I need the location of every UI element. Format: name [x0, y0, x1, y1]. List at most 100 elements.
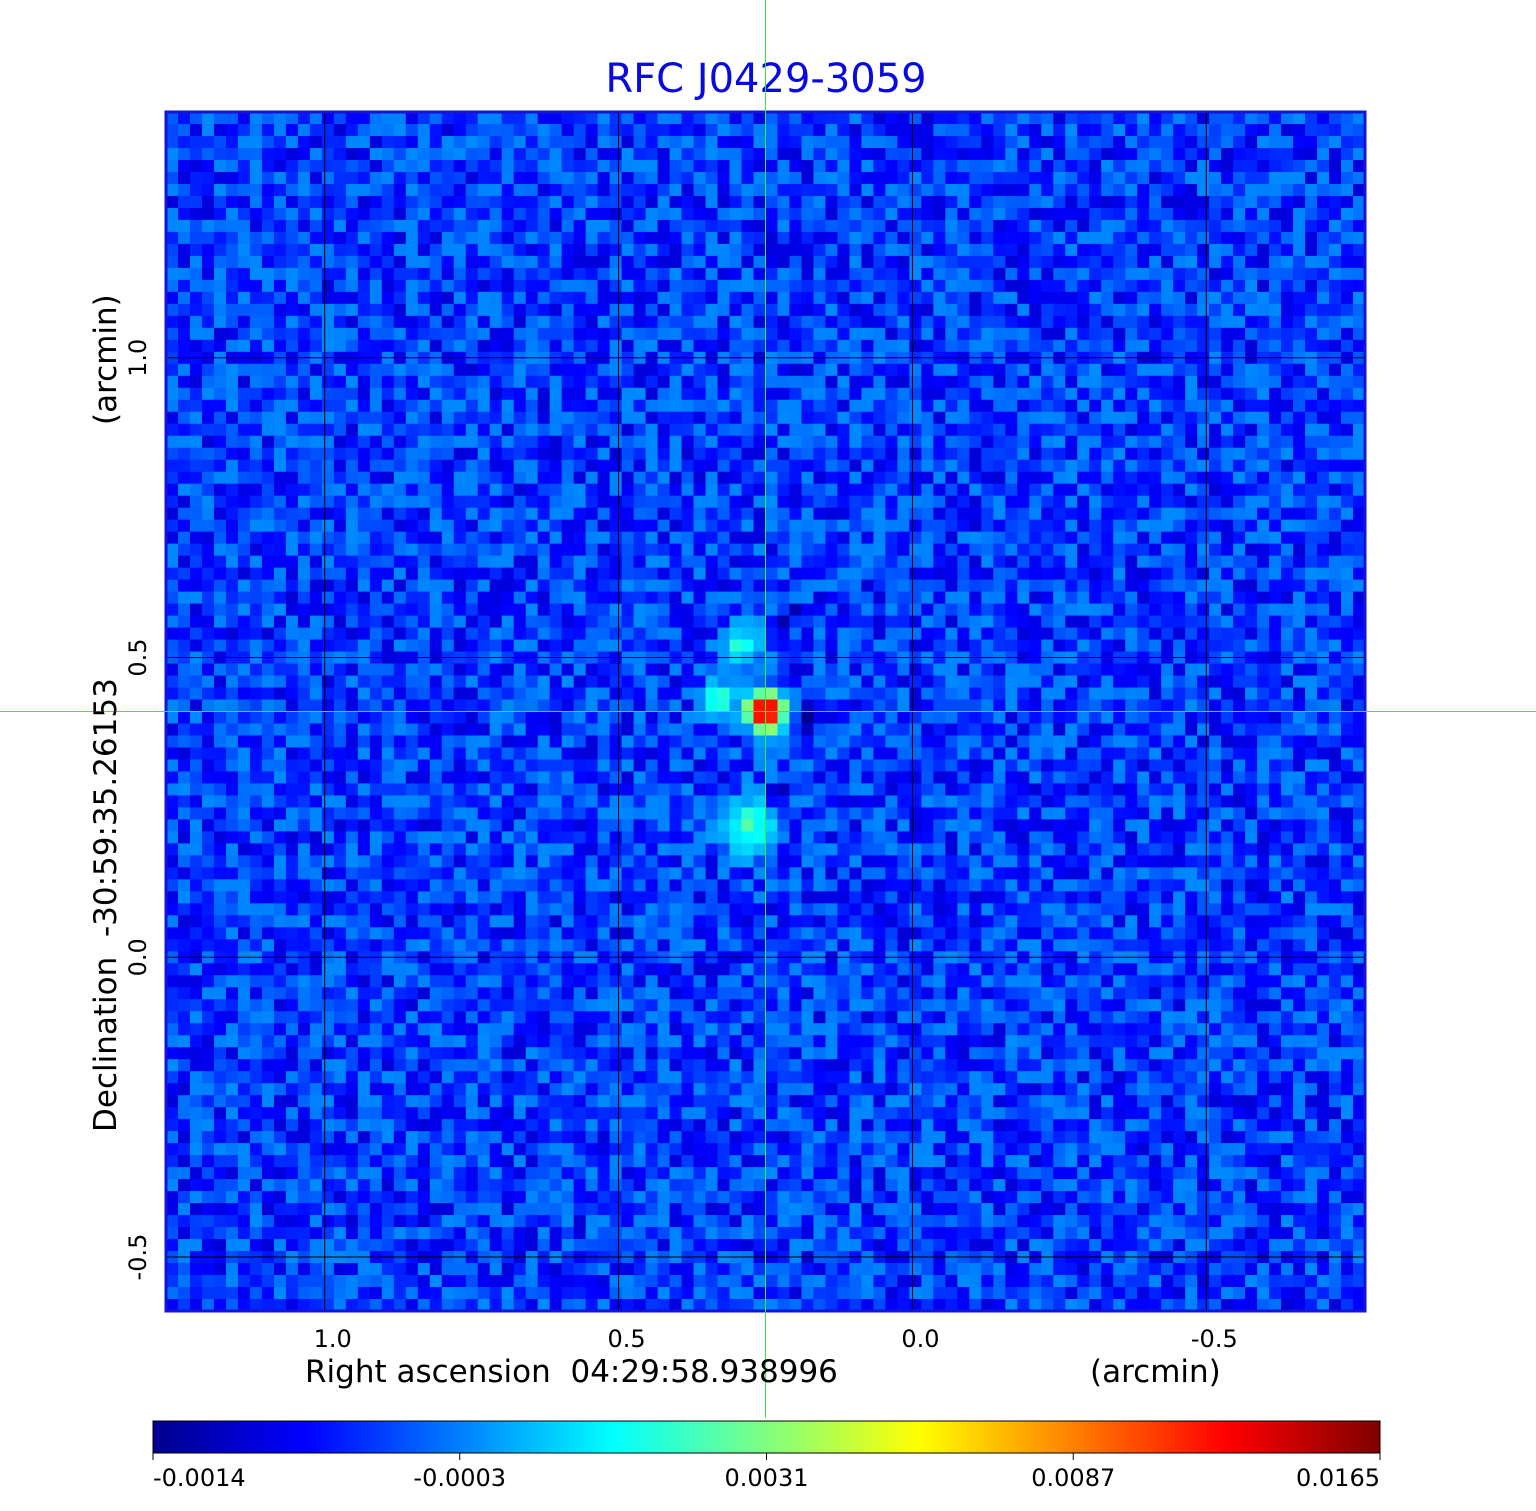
map-pixel	[345, 663, 359, 677]
map-pixel	[777, 543, 791, 557]
map-pixel	[957, 531, 970, 545]
map-pixel	[885, 112, 898, 125]
map-pixel	[1245, 519, 1258, 533]
map-pixel	[1317, 483, 1330, 497]
map-pixel	[441, 663, 455, 677]
map-pixel	[1197, 112, 1210, 125]
map-pixel	[357, 375, 371, 389]
map-pixel	[741, 387, 755, 401]
map-pixel	[609, 387, 623, 401]
map-pixel	[1161, 435, 1174, 449]
map-pixel	[585, 363, 599, 377]
map-pixel	[237, 495, 251, 509]
map-pixel	[189, 555, 203, 569]
map-pixel	[381, 339, 395, 353]
map-pixel	[1353, 663, 1366, 677]
map-pixel	[201, 687, 215, 701]
map-pixel	[1029, 591, 1042, 605]
map-pixel	[837, 399, 851, 413]
map-pixel	[981, 639, 994, 653]
map-pixel	[201, 267, 215, 281]
map-pixel	[993, 555, 1006, 569]
map-pixel	[849, 471, 863, 485]
map-pixel	[993, 519, 1006, 533]
map-pixel	[1065, 183, 1078, 197]
map-pixel	[693, 279, 707, 293]
map-pixel	[1137, 459, 1150, 473]
map-pixel	[465, 627, 479, 641]
map-pixel	[489, 147, 503, 161]
map-pixel	[477, 159, 491, 173]
map-pixel	[166, 207, 179, 221]
map-pixel	[873, 627, 886, 641]
map-pixel	[1185, 495, 1198, 509]
map-pixel	[1257, 375, 1270, 389]
map-pixel	[1185, 267, 1198, 281]
map-pixel	[729, 243, 743, 257]
map-pixel	[1317, 339, 1330, 353]
map-pixel	[1137, 663, 1150, 677]
map-pixel	[441, 519, 455, 533]
map-pixel	[933, 567, 946, 581]
map-pixel	[1185, 579, 1198, 593]
map-pixel	[237, 147, 251, 161]
map-pixel	[321, 615, 335, 629]
map-pixel	[669, 123, 683, 137]
map-pixel	[1245, 675, 1258, 689]
map-pixel	[957, 459, 970, 473]
map-pixel	[921, 543, 934, 557]
map-pixel	[1185, 183, 1198, 197]
map-pixel	[1053, 255, 1066, 269]
map-pixel	[621, 423, 635, 437]
map-pixel	[405, 123, 419, 137]
map-pixel	[777, 567, 791, 581]
map-pixel	[753, 171, 767, 185]
map-pixel	[849, 627, 863, 641]
map-pixel	[1101, 447, 1114, 461]
map-pixel	[921, 663, 934, 677]
map-pixel	[1293, 687, 1306, 701]
map-pixel	[513, 699, 527, 713]
map-pixel	[189, 195, 203, 209]
map-pixel	[705, 303, 719, 317]
map-pixel	[537, 507, 551, 521]
map-pixel	[765, 699, 779, 713]
map-pixel	[429, 315, 443, 329]
map-pixel	[825, 423, 839, 437]
map-pixel	[417, 615, 431, 629]
map-pixel	[849, 291, 863, 305]
map-pixel	[861, 267, 875, 281]
map-pixel	[237, 123, 251, 137]
map-pixel	[1209, 315, 1222, 329]
map-pixel	[465, 363, 479, 377]
map-pixel	[1113, 231, 1126, 245]
map-pixel	[1161, 495, 1174, 509]
map-pixel	[1125, 435, 1138, 449]
map-pixel	[393, 291, 407, 305]
map-pixel	[633, 147, 647, 161]
map-pixel	[849, 363, 863, 377]
map-pixel	[1269, 387, 1282, 401]
map-pixel	[897, 159, 910, 173]
map-pixel	[1245, 663, 1258, 677]
map-pixel	[549, 627, 563, 641]
map-pixel	[477, 207, 491, 221]
map-pixel	[357, 279, 371, 293]
map-pixel	[885, 555, 898, 569]
map-pixel	[837, 315, 851, 329]
map-pixel	[765, 339, 779, 353]
map-pixel	[1089, 483, 1102, 497]
map-pixel	[1281, 579, 1294, 593]
map-pixel	[645, 591, 659, 605]
map-pixel	[333, 567, 347, 581]
map-pixel	[837, 135, 851, 149]
map-pixel	[693, 483, 707, 497]
map-pixel	[1329, 555, 1342, 569]
map-pixel	[369, 135, 383, 149]
map-pixel	[561, 231, 575, 245]
map-pixel	[681, 507, 695, 521]
map-pixel	[1077, 483, 1090, 497]
map-pixel	[837, 519, 851, 533]
map-pixel	[166, 519, 179, 533]
map-pixel	[261, 255, 275, 269]
